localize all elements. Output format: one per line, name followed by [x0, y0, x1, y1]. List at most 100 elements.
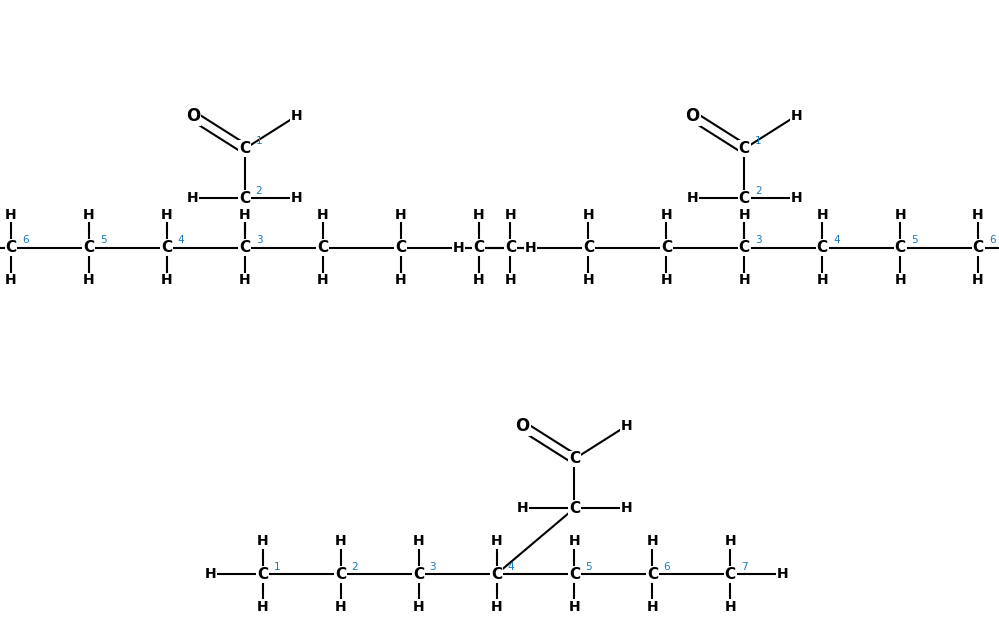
Text: H: H	[335, 600, 347, 614]
Text: C: C	[161, 240, 173, 255]
Text: H: H	[473, 208, 485, 222]
Text: C: C	[257, 567, 269, 582]
Text: 3: 3	[755, 235, 762, 245]
Text: H: H	[620, 501, 632, 515]
Text: 3: 3	[430, 561, 437, 572]
Text: O: O	[186, 107, 200, 125]
Text: H: H	[660, 273, 672, 287]
Text: C: C	[413, 567, 425, 582]
Text: 1: 1	[256, 136, 263, 146]
Text: H: H	[894, 273, 906, 287]
Text: C: C	[816, 240, 828, 255]
Text: C: C	[646, 567, 658, 582]
Text: H: H	[491, 600, 502, 614]
Text: C: C	[239, 141, 251, 156]
Text: H: H	[395, 273, 407, 287]
Text: H: H	[894, 208, 906, 222]
Text: H: H	[776, 567, 788, 581]
Text: H: H	[790, 191, 802, 205]
Text: H: H	[453, 241, 465, 254]
Text: 2: 2	[352, 561, 359, 572]
Text: H: H	[646, 534, 658, 548]
Text: 1: 1	[755, 136, 762, 146]
Text: H: H	[724, 534, 736, 548]
Text: H: H	[568, 600, 580, 614]
Text: O: O	[685, 107, 699, 125]
Text: H: H	[724, 600, 736, 614]
Text: C: C	[724, 567, 736, 582]
Text: 4: 4	[178, 235, 185, 245]
Text: H: H	[816, 273, 828, 287]
Text: H: H	[5, 273, 17, 287]
Text: H: H	[646, 600, 658, 614]
Text: H: H	[317, 208, 329, 222]
Text: H: H	[738, 273, 750, 287]
Text: H: H	[473, 273, 485, 287]
Text: H: H	[582, 273, 594, 287]
Text: C: C	[83, 240, 95, 255]
Text: O: O	[515, 417, 529, 435]
Text: H: H	[972, 273, 984, 287]
Text: C: C	[335, 567, 347, 582]
Text: H: H	[516, 501, 528, 515]
Text: C: C	[568, 501, 580, 516]
Text: 2: 2	[256, 185, 263, 196]
Text: C: C	[568, 567, 580, 582]
Text: 4: 4	[507, 561, 514, 572]
Text: C: C	[738, 191, 750, 206]
Text: H: H	[291, 191, 303, 205]
Text: 2: 2	[755, 185, 762, 196]
Text: 5: 5	[911, 235, 918, 245]
Text: H: H	[83, 208, 95, 222]
Text: H: H	[413, 600, 425, 614]
Text: C: C	[317, 240, 329, 255]
Text: H: H	[257, 534, 269, 548]
Text: H: H	[524, 241, 536, 254]
Text: C: C	[239, 240, 251, 255]
Text: H: H	[504, 273, 516, 287]
Text: H: H	[161, 273, 173, 287]
Text: H: H	[686, 191, 698, 205]
Text: H: H	[291, 109, 303, 123]
Text: 3: 3	[256, 235, 263, 245]
Text: H: H	[568, 534, 580, 548]
Text: 4: 4	[833, 235, 840, 245]
Text: C: C	[491, 567, 502, 582]
Text: H: H	[257, 600, 269, 614]
Text: C: C	[972, 240, 984, 255]
Text: H: H	[738, 208, 750, 222]
Text: C: C	[473, 240, 485, 255]
Text: H: H	[83, 273, 95, 287]
Text: H: H	[816, 208, 828, 222]
Text: 6: 6	[989, 235, 996, 245]
Text: C: C	[568, 451, 580, 467]
Text: C: C	[239, 191, 251, 206]
Text: C: C	[395, 240, 407, 255]
Text: 5: 5	[585, 561, 592, 572]
Text: H: H	[582, 208, 594, 222]
Text: H: H	[187, 191, 199, 205]
Text: H: H	[504, 208, 516, 222]
Text: C: C	[660, 240, 672, 255]
Text: H: H	[161, 208, 173, 222]
Text: C: C	[582, 240, 594, 255]
Text: H: H	[5, 208, 17, 222]
Text: H: H	[413, 534, 425, 548]
Text: H: H	[790, 109, 802, 123]
Text: 6: 6	[22, 235, 29, 245]
Text: H: H	[620, 419, 632, 433]
Text: C: C	[738, 240, 750, 255]
Text: 5: 5	[100, 235, 107, 245]
Text: H: H	[491, 534, 502, 548]
Text: 7: 7	[741, 561, 748, 572]
Text: H: H	[395, 208, 407, 222]
Text: H: H	[972, 208, 984, 222]
Text: H: H	[660, 208, 672, 222]
Text: H: H	[317, 273, 329, 287]
Text: C: C	[738, 141, 750, 156]
Text: 6: 6	[663, 561, 670, 572]
Text: H: H	[205, 567, 217, 581]
Text: C: C	[5, 240, 17, 255]
Text: H: H	[239, 208, 251, 222]
Text: H: H	[335, 534, 347, 548]
